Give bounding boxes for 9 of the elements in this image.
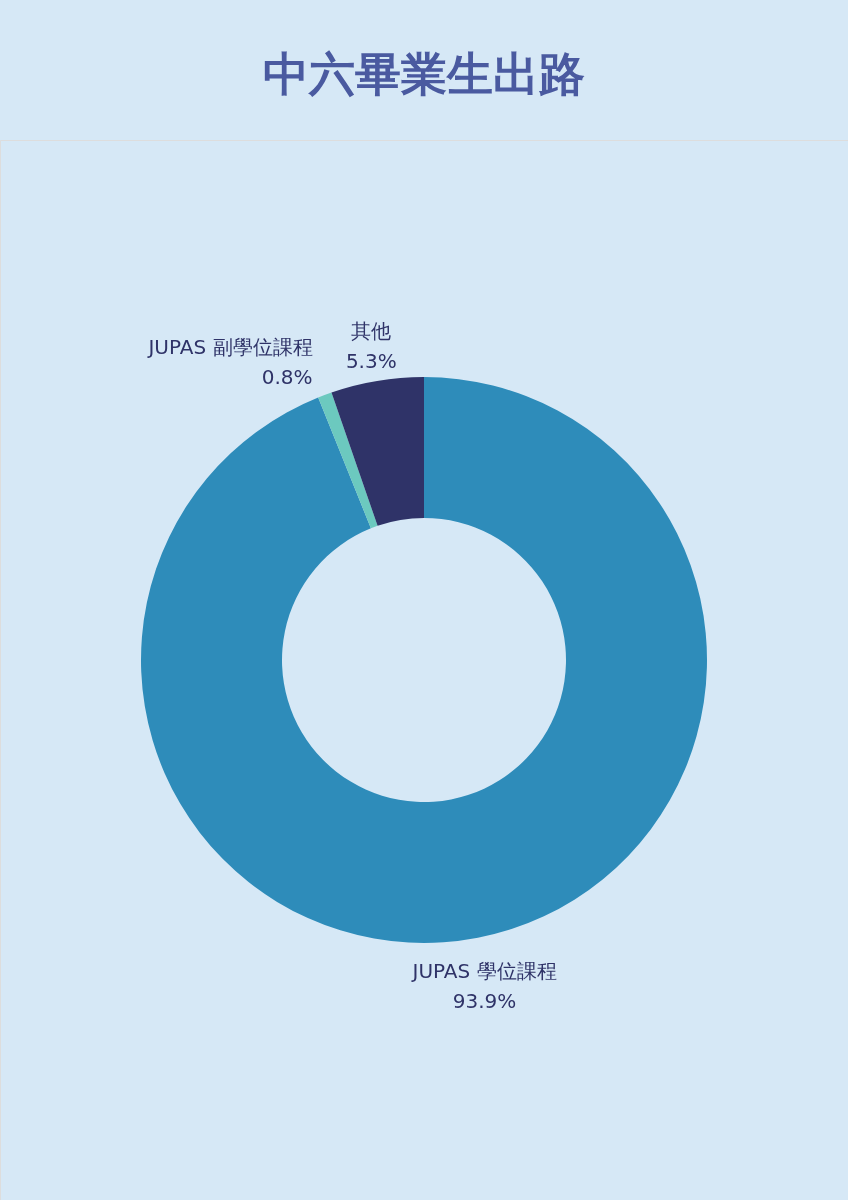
slice-label: JUPAS 副學位課程 xyxy=(146,335,313,360)
data-label: 5.3% xyxy=(345,349,397,374)
slice-label: 其他 xyxy=(351,319,392,344)
data-label: 93.9% xyxy=(452,989,517,1014)
donut-slice xyxy=(331,377,424,526)
chart-title: 中六畢業生出路 xyxy=(263,47,585,101)
data-label: 0.8% xyxy=(261,365,313,390)
donut-slice xyxy=(318,392,378,529)
slice-label: JUPAS 學位課程 xyxy=(410,959,557,984)
